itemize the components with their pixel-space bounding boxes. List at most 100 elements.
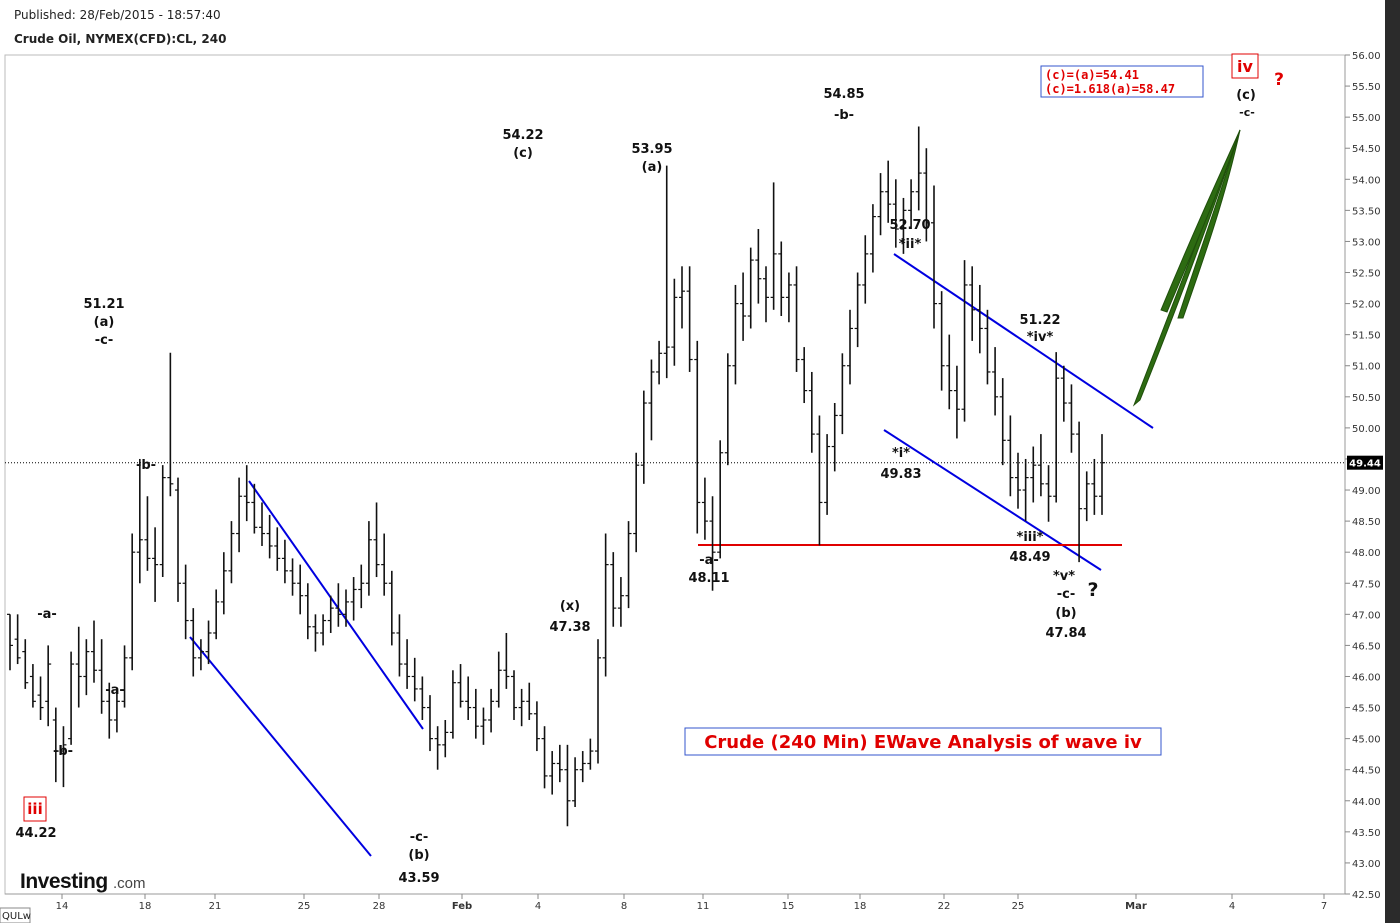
wave-label: -c- [95,333,114,348]
ohlc-bar [976,284,983,354]
ohlc-bar [312,614,319,652]
ohlc-bar [388,570,395,646]
y-tick-label: 52.00 [1352,300,1381,311]
ohlc-bar [373,502,380,578]
ohlc-bar [862,235,869,304]
ohlc-bar [740,272,747,341]
ohlc-bar [1083,471,1090,522]
ohlc-bar [91,620,97,683]
ohlc-bar [1099,434,1105,515]
ohlc-bar [136,458,143,584]
ohlc-bar [129,533,136,671]
ohlc-bar [549,751,556,795]
ohlc-bar [488,688,495,733]
ohlc-bar [396,614,403,677]
y-tick-label: 49.00 [1352,486,1381,497]
wave-label-price: 44.22 [15,826,56,841]
y-tick-label: 46.50 [1352,641,1381,652]
ohlc-bar [778,241,785,317]
y-axis-ticks: 42.50 43.00 43.50 44.00 44.50 45.00 45.50 46.00… [1345,51,1381,901]
logo-brand: Investing [20,870,108,893]
wave-label: *ii* [899,237,922,252]
question-mark: ? [1087,579,1098,601]
chart-title-box: Crude (240 Min) EWave Analysis of wave i… [684,727,1162,756]
y-tick-label: 54.00 [1352,175,1381,186]
ohlc-bar [297,564,304,615]
wave-label-price: 54.22 [502,128,543,143]
y-tick-label: 43.00 [1352,859,1381,870]
ohlc-bar [1060,365,1067,422]
ohlc-bar [75,626,82,708]
ohlc-bar [106,682,113,739]
ohlc-bar [709,496,716,591]
y-tick-label: 48.50 [1352,517,1381,528]
y-tick-label: 45.50 [1352,704,1381,715]
ohlc-bar [365,521,372,596]
y-tick-label: 55.50 [1352,82,1381,93]
ohlc-bar [281,539,288,584]
investing-logo: Investing .com [20,870,146,893]
published-timestamp: Published: 28/Feb/2015 - 18:57:40 [14,8,221,22]
wave-label: (x) [560,599,580,614]
ohlc-bar [671,278,678,366]
ohlc-bar [320,614,327,646]
x-tick-label: 22 [938,901,951,912]
ohlc-bar [808,371,815,453]
wave-label: (a) [94,315,115,330]
wave-labels: iii 44.22 -a- -b- 51.21 (a) -c- -a- -b- … [15,53,1284,886]
projection-arrows [1132,129,1241,407]
wave-label: -a- [699,553,719,568]
channel-line [883,429,1102,571]
wave-label-price: 43.59 [398,871,439,886]
ohlc-bar [358,564,365,609]
x-tick-label: 4 [535,901,541,912]
ohlc-bar [259,502,265,546]
wave-label: *i* [892,446,910,461]
ohlc-bar [617,577,624,627]
ohlc-bar [381,533,388,596]
ohlc-bar [175,477,181,602]
x-tick-label: Feb [452,901,472,912]
ohlc-bar [656,340,663,385]
ohlc-bar [961,260,968,422]
y-tick-label: 45.00 [1352,735,1381,746]
x-tick-label: 11 [697,901,710,912]
ohlc-bar [472,688,479,739]
x-tick-label: Mar [1125,901,1147,912]
x-tick-label: 15 [782,901,795,912]
ohlc-bar [327,595,334,633]
scrollbar-track[interactable] [1385,0,1400,923]
ohlc-bar [98,639,105,714]
ohlc-bar [877,173,884,236]
ohlc-bar [335,583,342,627]
plot-area [4,54,1346,895]
ohlc-bar [701,477,708,540]
ohlc-bar [518,688,525,727]
y-tick-label: 44.50 [1352,766,1381,777]
logo-suffix: .com [113,875,146,892]
ohlc-bar [68,651,75,745]
ohlc-bar [923,148,930,242]
ohlc-bar [763,266,769,323]
wave-label: *v* [1053,569,1075,584]
ohlc-bar [770,182,777,310]
ohlc-bar [686,266,693,372]
wave-label-price: 51.22 [1019,313,1060,328]
y-tick-label: 53.50 [1352,206,1381,217]
wave-label: -c- [410,830,429,845]
wave-label-price: 51.21 [83,297,124,312]
ohlc-bar [152,527,159,602]
ohlc-bar [663,165,670,379]
trend-channels [189,253,1154,857]
ohlc-bar [747,247,754,329]
wave-label: -c- [1239,106,1255,119]
ohlc-bar [419,676,426,720]
ohlc-bar [7,613,13,671]
x-tick-label: 14 [56,901,69,912]
wave-label-price: 48.49 [1009,550,1050,565]
wave-label: -a- [37,607,57,622]
x-tick-label: 28 [373,901,386,912]
y-tick-label: 52.50 [1352,269,1381,280]
y-tick-label: 54.50 [1352,144,1381,155]
target-legend-line-2: (c)=1.618(a)=58.47 [1045,82,1175,96]
